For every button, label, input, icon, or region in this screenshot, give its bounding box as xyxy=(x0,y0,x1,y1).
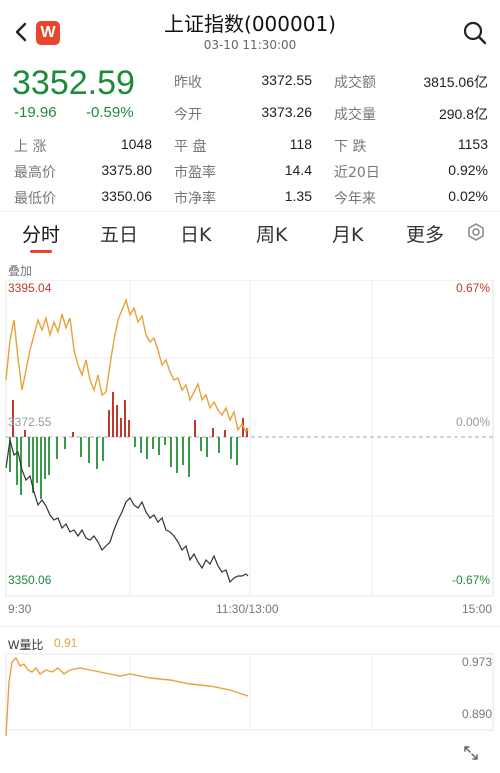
divider xyxy=(0,626,500,627)
wratio-value: 0.91 xyxy=(54,636,78,650)
stat-label-advances: 上 涨 xyxy=(14,139,47,155)
tab-monthly-k[interactable]: 月K xyxy=(332,224,364,246)
y-axis-min: 3350.06 xyxy=(8,573,52,587)
stat-label-low: 最低价 xyxy=(14,191,56,207)
stat-label-pb: 市净率 xyxy=(174,191,216,207)
pct-axis-max: 0.67% xyxy=(456,281,490,295)
stat-value-prev-close: 3372.55 xyxy=(261,72,312,88)
x-axis-mid: 11:30/13:00 xyxy=(216,602,279,616)
stat-label-unchanged: 平 盘 xyxy=(174,139,207,155)
stat-value-high: 3375.80 xyxy=(101,162,152,178)
stat-label-open: 今开 xyxy=(174,107,202,123)
tab-daily-k[interactable]: 日K xyxy=(180,224,212,246)
divider xyxy=(0,211,500,212)
wratio-label: W量比 xyxy=(8,638,44,652)
x-axis-end: 15:00 xyxy=(461,602,492,616)
stat-label-declines: 下 跌 xyxy=(334,139,367,155)
wratio-axis-bottom: 0.890 xyxy=(462,707,492,721)
brand-logo: W xyxy=(36,21,60,45)
stat-label-turnover: 成交额 xyxy=(334,75,376,91)
x-axis-start: 9:30 xyxy=(8,602,32,616)
wratio-line xyxy=(5,656,249,736)
tab-weekly-k[interactable]: 周K xyxy=(256,224,288,246)
back-icon[interactable] xyxy=(10,20,34,44)
stat-label-20d: 近20日 xyxy=(334,165,380,181)
price-line xyxy=(5,439,249,584)
volume-bars xyxy=(9,392,248,499)
stat-value-turnover: 3815.06亿 xyxy=(423,74,488,90)
tab-active-indicator xyxy=(30,250,52,253)
stat-value-unchanged: 118 xyxy=(289,136,312,152)
stat-value-low: 3350.06 xyxy=(101,188,152,204)
stat-value-advances: 1048 xyxy=(120,136,152,152)
expand-icon[interactable] xyxy=(462,744,480,762)
stat-value-declines: 1153 xyxy=(457,136,488,152)
settings-icon[interactable] xyxy=(466,222,486,242)
stat-label-ytd: 今年来 xyxy=(334,191,376,207)
tab-five-day[interactable]: 五日 xyxy=(100,224,139,246)
pct-axis-mid: 0.00% xyxy=(456,415,490,429)
stat-label-pe: 市盈率 xyxy=(174,165,216,181)
stat-value-ytd: 0.02% xyxy=(448,188,488,204)
stat-value-pb: 1.35 xyxy=(284,188,312,204)
page-title: 上证指数(000001) xyxy=(164,12,336,36)
tab-more[interactable]: 更多 xyxy=(406,224,445,246)
search-icon[interactable] xyxy=(462,20,488,46)
tab-intraday[interactable]: 分时 xyxy=(22,224,61,246)
stat-value-20d: 0.92% xyxy=(448,162,488,178)
stat-label-high: 最高价 xyxy=(14,165,56,181)
stat-label-volume: 成交量 xyxy=(334,107,376,123)
chart-tabs: 分时 五日 日K 周K 月K 更多 xyxy=(0,212,500,252)
y-axis-max: 3395.04 xyxy=(8,281,52,295)
intraday-chart[interactable]: 3395.04 3372.55 3350.06 0.67% 0.00% -0.6… xyxy=(0,280,500,602)
y-axis-mid: 3372.55 xyxy=(8,415,52,429)
price-change: -19.96 xyxy=(14,104,57,121)
pct-axis-min: -0.67% xyxy=(452,573,490,587)
wratio-chart[interactable]: 0.973 0.890 xyxy=(0,652,500,736)
wratio-axis-top: 0.973 xyxy=(462,655,492,669)
stat-value-open: 3373.26 xyxy=(261,104,312,120)
stat-value-pe: 14.4 xyxy=(284,162,312,178)
stat-value-volume: 290.8亿 xyxy=(438,106,488,122)
stat-label-prev-close: 昨收 xyxy=(174,75,202,91)
current-price: 3352.59 xyxy=(12,64,135,102)
overlay-button[interactable]: 叠加 xyxy=(8,264,33,278)
quote-time: 03-10 11:30:00 xyxy=(203,38,297,52)
average-price-line xyxy=(5,297,249,434)
price-change-pct: -0.59% xyxy=(86,104,134,121)
